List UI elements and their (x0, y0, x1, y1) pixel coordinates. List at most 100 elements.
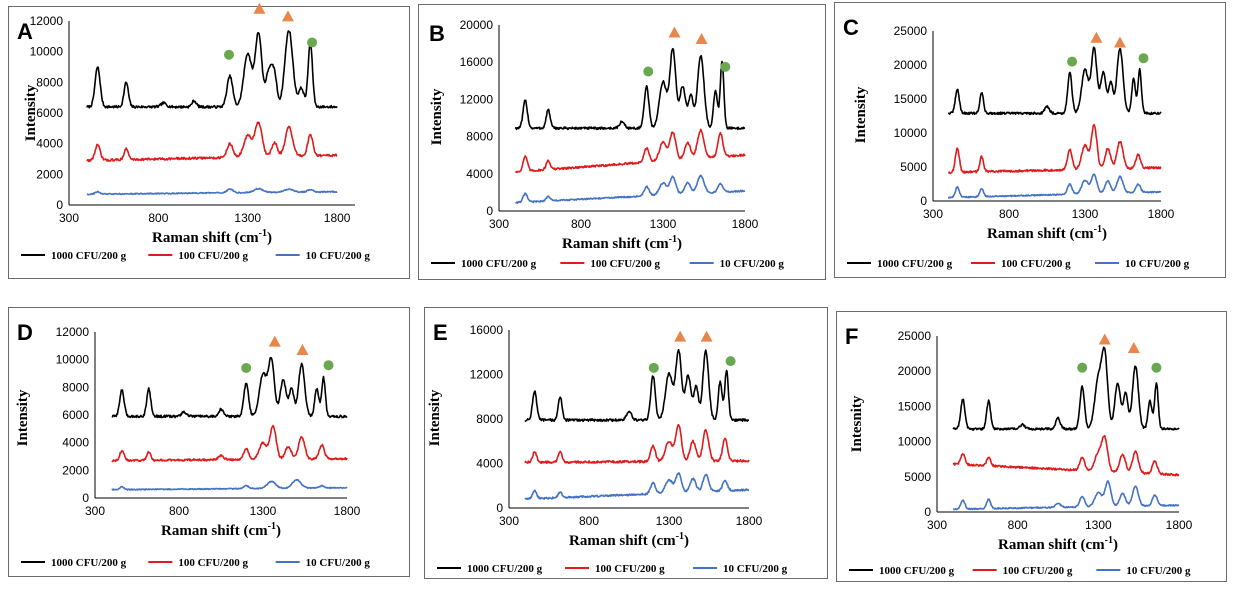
triangle-marker (700, 330, 713, 342)
legend-label: 1000 CFU/200 g (877, 258, 953, 270)
panel-c: C Intensity 0 5000 10000 15000 20000 25000 300… (834, 2, 1226, 278)
legend-label: 10 CFU/200 g (1126, 565, 1191, 577)
y-tick-label: 20000 (460, 18, 494, 32)
panel-label: D (17, 320, 33, 345)
triangle-marker (296, 343, 309, 355)
legend-label: 10 CFU/200 g (723, 563, 788, 575)
x-tick-label: 1300 (656, 514, 683, 528)
y-axis-label: Intensity (15, 389, 31, 446)
x-tick-label: 1300 (250, 504, 277, 518)
series-line (947, 46, 1162, 116)
triangle-marker (668, 26, 681, 38)
x-axis-label: Raman shift (cm-1) (152, 228, 272, 246)
series-line (514, 128, 746, 174)
y-tick-label: 25000 (898, 329, 932, 343)
panel-label: B (429, 21, 445, 46)
legend-label: 1000 CFU/200 g (467, 563, 543, 575)
x-tick-label: 1300 (1072, 207, 1099, 221)
y-tick-label: 4000 (36, 137, 63, 151)
circle-marker (241, 362, 252, 373)
panel-label: E (433, 320, 448, 345)
legend-label: 100 CFU/200 g (1003, 565, 1073, 577)
triangle-marker (268, 335, 281, 347)
series-line (524, 424, 750, 464)
triangle-marker (253, 2, 266, 14)
circle-marker (1138, 53, 1149, 64)
series-line (86, 30, 338, 109)
series-line (111, 356, 348, 419)
triangle-marker (1090, 31, 1103, 43)
x-axis-label: Raman shift (cm-1) (569, 531, 689, 549)
y-tick-label: 16000 (470, 323, 504, 337)
y-axis-label: Intesnity (849, 395, 865, 452)
y-tick-label: 20000 (894, 58, 928, 72)
y-tick-label: 2000 (62, 463, 89, 477)
x-tick-label: 300 (927, 518, 947, 532)
x-tick-label: 1800 (736, 514, 763, 528)
y-tick-label: 6000 (36, 106, 63, 120)
x-axis-label: Raman shift (cm-1) (987, 224, 1107, 242)
x-tick-label: 1800 (1166, 518, 1193, 532)
y-axis-label: Intensity (427, 389, 443, 446)
y-axis-label: Intensity (429, 88, 445, 145)
series-line (952, 346, 1180, 431)
x-tick-label: 800 (169, 504, 189, 518)
series-line (952, 480, 1180, 511)
chart-f: F Intesnity 0 5000 10000 15000 20000 25000 300… (845, 324, 1193, 577)
legend-label: 1000 CFU/200 g (461, 258, 537, 270)
series-line (111, 424, 348, 463)
chart-b: B Intensity 0 4000 8000 12000 16000 20000 300 8… (429, 18, 785, 270)
y-tick-label: 0 (486, 204, 493, 218)
panel-label: A (17, 19, 33, 44)
chart-a: A Intensity 0 2000 4000 6000 8000 10000 12000 3… (17, 2, 370, 262)
x-tick-label: 800 (579, 514, 599, 528)
legend-label: 100 CFU/200 g (590, 258, 660, 270)
x-axis-label: Raman shift (cm-1) (161, 521, 281, 539)
legend-label: 1000 CFU/200 g (51, 557, 127, 569)
y-tick-label: 16000 (460, 55, 494, 69)
legend-label: 1000 CFU/200 g (51, 250, 127, 262)
x-tick-label: 1300 (650, 217, 677, 231)
y-tick-label: 2000 (36, 167, 63, 181)
y-tick-label: 4000 (476, 457, 503, 471)
triangle-marker (1127, 341, 1140, 353)
triangle-marker (1113, 36, 1126, 48)
y-axis-label: Intensity (23, 84, 39, 141)
series-line (515, 174, 746, 204)
y-tick-label: 5000 (900, 160, 927, 174)
circle-marker (1067, 56, 1078, 67)
chart-e: E Intensity 0 4000 8000 12000 16000 300 800 130… (427, 320, 788, 575)
series-line (947, 173, 1162, 199)
x-tick-label: 800 (1008, 518, 1028, 532)
legend-label: 100 CFU/200 g (1001, 258, 1071, 270)
series-line (514, 47, 746, 131)
x-axis-label: Raman shift (cm-1) (562, 234, 682, 252)
circle-marker (648, 362, 659, 373)
legend-label: 10 CFU/200 g (720, 258, 785, 270)
circle-marker (307, 37, 318, 48)
triangle-marker (1098, 333, 1111, 345)
y-tick-label: 25000 (894, 24, 928, 38)
y-tick-label: 8000 (476, 412, 503, 426)
panel-e: E Intensity 0 4000 8000 12000 16000 300 800 130… (424, 307, 828, 579)
y-tick-label: 12000 (56, 325, 90, 339)
y-tick-label: 10000 (30, 45, 64, 59)
x-tick-label: 300 (489, 217, 509, 231)
legend-label: 100 CFU/200 g (595, 563, 665, 575)
y-tick-label: 0 (920, 194, 927, 208)
series-line (86, 187, 338, 196)
y-tick-label: 6000 (62, 408, 89, 422)
y-tick-label: 12000 (460, 92, 494, 106)
y-tick-label: 10000 (898, 435, 932, 449)
y-tick-label: 4000 (466, 167, 493, 181)
series-line (524, 348, 750, 423)
y-tick-label: 0 (82, 491, 89, 505)
series-line (947, 123, 1162, 175)
legend-label: 10 CFU/200 g (306, 557, 371, 569)
y-tick-label: 0 (496, 501, 503, 515)
panel-label: C (843, 15, 859, 40)
circle-marker (643, 66, 654, 77)
x-tick-label: 300 (923, 207, 943, 221)
series-line (86, 121, 338, 163)
x-axis-label: Raman shift (cm-1) (998, 535, 1118, 553)
